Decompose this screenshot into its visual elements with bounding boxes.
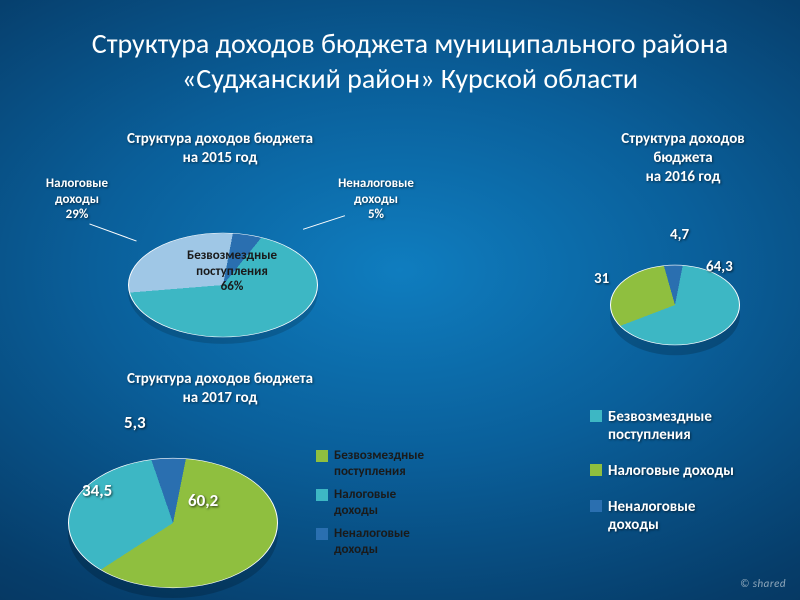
- chart2017-title: Структура доходов бюджетана 2017 год: [85, 370, 355, 408]
- legend-swatch: [590, 410, 602, 422]
- legend-right: Безвозмездныепоступления Налоговые доход…: [590, 408, 790, 542]
- legend-label: Налоговыедоходы: [334, 487, 396, 518]
- legend-2017: Безвозмездныепоступления Налоговыедоходы…: [316, 448, 486, 566]
- legend-swatch: [316, 528, 328, 540]
- legend-label: Неналоговыедоходы: [608, 498, 695, 534]
- legend-2017-item: Безвозмездныепоступления: [316, 448, 486, 479]
- page-title: Структура доходов бюджета муниципального…: [60, 26, 760, 96]
- chart2017-value-gratuitous: 60,2: [188, 490, 218, 511]
- chart2015-title: Структура доходов бюджетана 2015 год: [90, 130, 350, 168]
- chart2017-pie: [68, 458, 278, 588]
- chart2015-slice-label-gratuitous: Безвозмездныепоступления66%: [172, 248, 292, 295]
- chart2016-title: Структура доходовбюджетана 2016 год: [578, 130, 788, 186]
- legend-swatch: [316, 489, 328, 501]
- chart2017-value-nontax: 5,3: [124, 412, 146, 433]
- legend-label: Неналоговыедоходы: [334, 526, 410, 557]
- legend-2017-item: Неналоговыедоходы: [316, 526, 486, 557]
- legend-label: Безвозмездныепоступления: [608, 408, 712, 444]
- legend-swatch: [316, 450, 328, 462]
- legend-2017-item: Налоговыедоходы: [316, 487, 486, 518]
- legend-swatch: [590, 500, 602, 512]
- chart2016-pie: [610, 265, 740, 346]
- chart2015-slice-label-tax: Налоговыедоходы29%: [32, 176, 122, 223]
- legend-right-item: Налоговые доходы: [590, 462, 790, 480]
- watermark: © shared: [740, 577, 786, 590]
- legend-label: Налоговые доходы: [608, 462, 734, 480]
- chart2016-value-gratuitous: 64,3: [706, 258, 733, 276]
- legend-right-item: Безвозмездныепоступления: [590, 408, 790, 444]
- chart2016-value-nontax: 4,7: [670, 226, 689, 244]
- legend-label: Безвозмездныепоступления: [334, 448, 424, 479]
- legend-swatch: [590, 464, 602, 476]
- chart2016-value-tax: 31: [594, 270, 609, 288]
- chart2015-slice-label-nontax: Неналоговыедоходы5%: [326, 176, 426, 223]
- legend-right-item: Неналоговыедоходы: [590, 498, 790, 534]
- leader-2015-tax: [89, 223, 136, 241]
- chart2017-value-tax: 34,5: [82, 480, 112, 501]
